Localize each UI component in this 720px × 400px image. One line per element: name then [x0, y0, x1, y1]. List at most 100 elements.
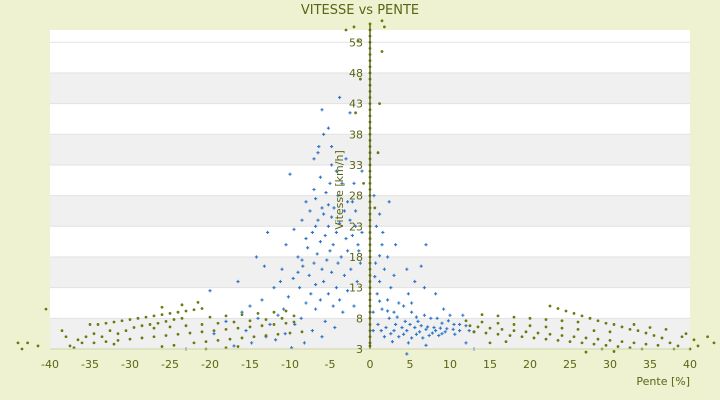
data-point — [360, 230, 364, 235]
data-point — [584, 350, 588, 354]
x-tick-labels: -40 -35 -30 -25 -20 -15 -10 -5 0 5 10 15 20 25 30 35 40 — [41, 358, 697, 371]
data-point — [344, 28, 348, 32]
data-point — [392, 310, 396, 314]
data-point — [330, 144, 334, 149]
data-point — [64, 335, 68, 339]
data-point — [338, 298, 342, 302]
data-point — [374, 224, 378, 228]
data-point — [272, 310, 276, 314]
data-point — [440, 321, 444, 325]
data-point — [288, 172, 292, 176]
data-point — [572, 312, 576, 315]
data-point — [496, 314, 500, 318]
data-point — [20, 347, 24, 351]
data-point — [532, 336, 536, 340]
data-point — [232, 344, 236, 348]
data-point — [330, 163, 334, 167]
data-point — [427, 333, 431, 338]
data-point — [338, 95, 342, 100]
data-point — [160, 305, 164, 309]
data-point — [386, 298, 390, 302]
data-point — [564, 309, 568, 313]
data-point — [120, 319, 124, 323]
data-point — [184, 324, 188, 328]
data-point — [451, 327, 455, 331]
data-point — [410, 310, 414, 314]
data-point — [445, 327, 449, 331]
data-point — [336, 261, 340, 265]
data-point — [397, 301, 401, 305]
data-point — [180, 303, 184, 307]
data-point — [429, 316, 433, 320]
data-point — [464, 341, 468, 345]
data-point — [152, 326, 156, 330]
data-point — [560, 326, 564, 330]
data-point — [596, 319, 600, 323]
data-point — [405, 328, 409, 333]
data-point — [256, 316, 260, 320]
data-point — [314, 282, 318, 287]
data-point — [312, 187, 316, 192]
data-point — [320, 206, 324, 210]
y-tick-label: 18 — [349, 251, 363, 264]
data-point — [248, 319, 252, 323]
data-point — [176, 332, 180, 336]
data-point — [224, 327, 228, 331]
data-point — [378, 279, 382, 284]
data-point — [448, 313, 452, 317]
data-point — [440, 332, 444, 336]
data-point — [272, 286, 276, 290]
x-tick-label: -35 — [81, 358, 99, 371]
data-point — [208, 315, 212, 319]
data-point — [315, 252, 319, 256]
data-point — [544, 318, 548, 321]
data-point — [362, 181, 365, 185]
data-point — [446, 319, 450, 323]
data-point — [432, 325, 436, 330]
data-points — [16, 19, 716, 356]
data-point — [488, 326, 492, 330]
data-point — [260, 324, 264, 328]
data-point — [402, 332, 406, 336]
data-point — [322, 212, 326, 216]
data-point — [464, 319, 468, 323]
data-point — [680, 335, 684, 339]
data-point — [352, 304, 356, 308]
data-point — [382, 335, 386, 339]
data-point — [576, 320, 580, 324]
data-point — [310, 328, 314, 333]
data-point — [355, 279, 359, 284]
data-point — [371, 310, 375, 314]
data-point — [140, 324, 144, 328]
data-point — [706, 335, 709, 339]
data-point — [292, 227, 296, 231]
data-point — [328, 181, 332, 185]
data-point — [382, 267, 386, 271]
data-point — [692, 338, 696, 342]
data-point — [628, 327, 632, 331]
data-point — [422, 286, 426, 290]
data-point — [644, 342, 648, 346]
data-point — [572, 335, 576, 339]
data-point — [80, 341, 84, 345]
data-point — [346, 200, 350, 204]
data-point — [548, 304, 552, 308]
data-point — [352, 181, 356, 185]
data-point — [434, 292, 438, 296]
x-tick-label: -10 — [281, 358, 299, 371]
data-point — [389, 332, 393, 336]
data-point — [636, 329, 640, 332]
data-point — [354, 209, 358, 213]
data-point — [184, 309, 188, 313]
y-tick-label: 53 — [349, 36, 363, 49]
data-point — [378, 102, 381, 106]
y-tick-label: 8 — [356, 312, 363, 325]
data-point — [354, 224, 358, 228]
data-point — [323, 233, 327, 238]
x-tick-label: -30 — [121, 358, 139, 371]
data-point — [348, 111, 352, 115]
data-point — [92, 341, 96, 345]
data-point — [452, 322, 456, 327]
